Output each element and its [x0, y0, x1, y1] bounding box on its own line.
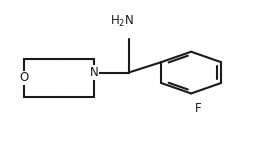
Text: F: F [195, 102, 201, 115]
Text: O: O [19, 71, 28, 85]
Text: N: N [90, 66, 98, 79]
Text: H$_2$N: H$_2$N [110, 13, 134, 29]
